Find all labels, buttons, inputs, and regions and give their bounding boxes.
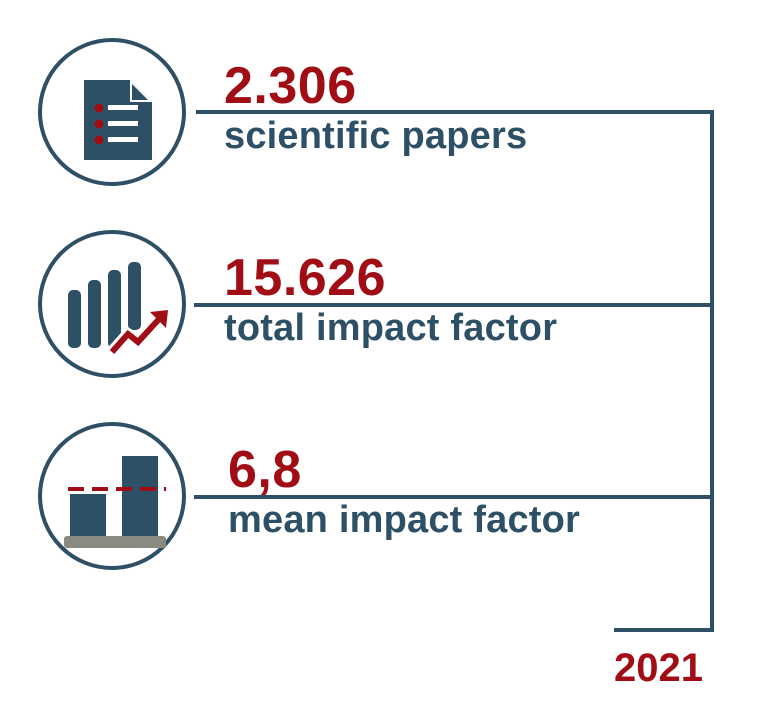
stat-value: 2.306 xyxy=(224,57,357,115)
mean-icon-circle xyxy=(38,422,186,570)
stat-label: mean impact factor xyxy=(228,499,581,541)
year-label: 2021 xyxy=(614,646,703,690)
impact-icon-circle xyxy=(38,230,186,378)
stat-value: 6,8 xyxy=(228,441,302,499)
document-list-icon xyxy=(84,80,152,160)
bar-chart-trend-icon xyxy=(68,262,168,356)
stat-value: 15.626 xyxy=(224,249,387,307)
stat-total-impact-factor: 15.626 total impact factor xyxy=(224,252,557,348)
stat-scientific-papers: 2.306 scientific papers xyxy=(224,60,527,156)
bar-average-icon xyxy=(64,456,166,548)
stat-label: scientific papers xyxy=(224,115,528,157)
stat-mean-impact-factor: 6,8 mean impact factor xyxy=(228,444,580,540)
stat-label: total impact factor xyxy=(224,307,558,349)
papers-icon-circle xyxy=(38,38,186,186)
